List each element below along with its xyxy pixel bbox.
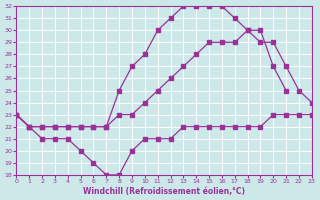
X-axis label: Windchill (Refroidissement éolien,°C): Windchill (Refroidissement éolien,°C) [83,187,245,196]
